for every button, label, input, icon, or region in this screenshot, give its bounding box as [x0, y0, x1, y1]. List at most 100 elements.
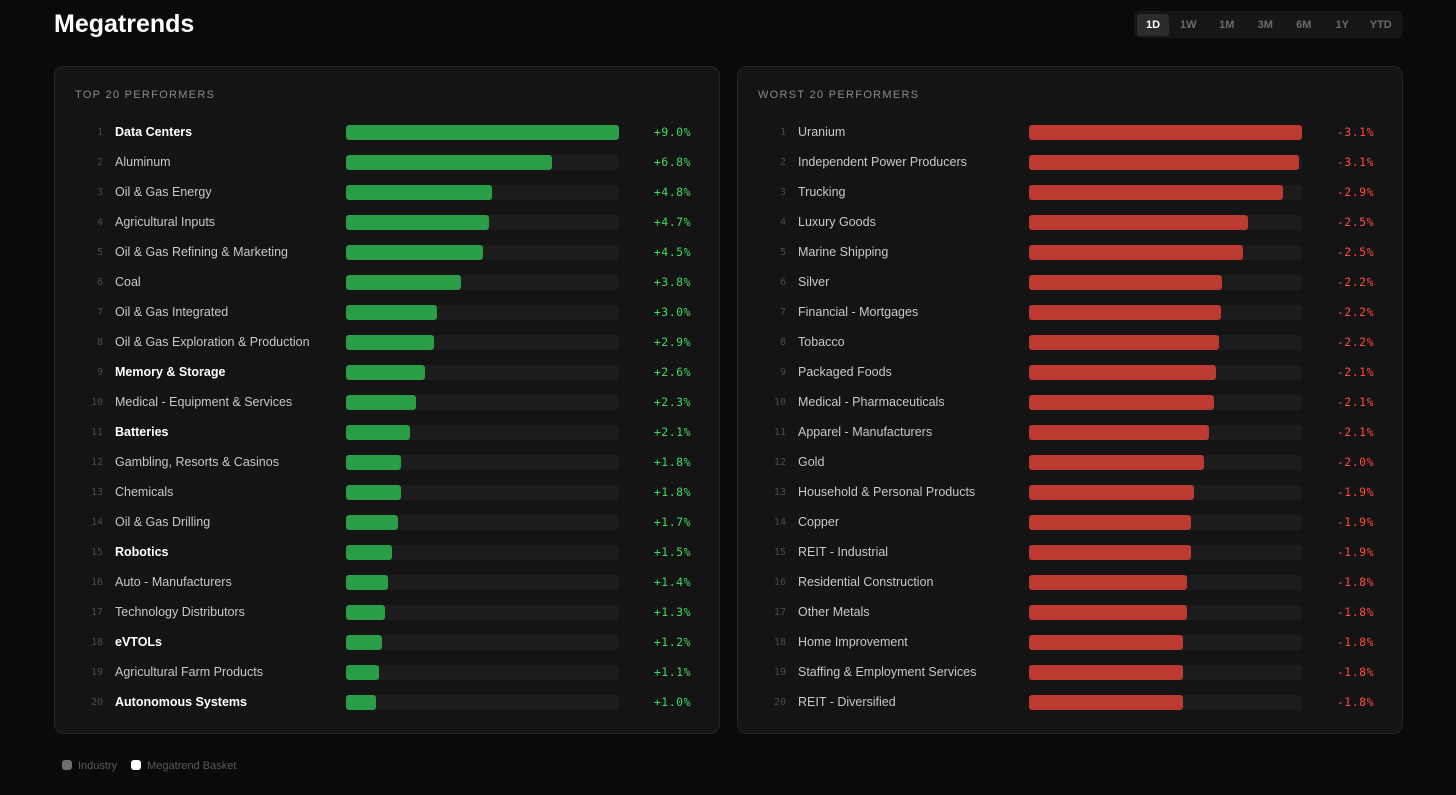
change-value: +1.4% — [653, 575, 691, 589]
bar-track — [1029, 154, 1302, 170]
performance-bar — [346, 574, 389, 590]
list-item[interactable]: 13 Household & Personal Products -1.9% — [738, 477, 1402, 507]
list-item[interactable]: 17 Technology Distributors +1.3% — [55, 597, 719, 627]
list-item[interactable]: 9 Memory & Storage +2.6% — [55, 357, 719, 387]
performance-bar — [346, 214, 489, 230]
list-item[interactable]: 16 Residential Construction -1.8% — [738, 567, 1402, 597]
rank: 20 — [773, 696, 786, 708]
industry-name: Technology Distributors — [115, 605, 245, 619]
list-item[interactable]: 14 Copper -1.9% — [738, 507, 1402, 537]
list-item[interactable]: 7 Financial - Mortgages -2.2% — [738, 297, 1402, 327]
list-item[interactable]: 18 eVTOLs +1.2% — [55, 627, 719, 657]
list-item[interactable]: 7 Oil & Gas Integrated +3.0% — [55, 297, 719, 327]
period-tab-1d[interactable]: 1D — [1137, 13, 1169, 36]
performance-bar — [346, 484, 401, 500]
list-item[interactable]: 19 Staffing & Employment Services -1.8% — [738, 657, 1402, 687]
change-value: +2.3% — [653, 395, 691, 409]
list-item[interactable]: 5 Marine Shipping -2.5% — [738, 237, 1402, 267]
legend: Industry Megatrend Basket — [62, 760, 236, 772]
bar-track — [1029, 544, 1302, 560]
change-value: -2.0% — [1336, 455, 1374, 469]
legend-label: Industry — [78, 760, 118, 772]
list-item[interactable]: 19 Agricultural Farm Products +1.1% — [55, 657, 719, 687]
list-item[interactable]: 9 Packaged Foods -2.1% — [738, 357, 1402, 387]
period-tab-1m[interactable]: 1M — [1219, 18, 1235, 31]
bar-track — [346, 544, 619, 560]
bar-track — [346, 424, 619, 440]
change-value: -2.2% — [1336, 335, 1374, 349]
industry-name: Residential Construction — [798, 575, 934, 589]
period-tab-1w[interactable]: 1W — [1180, 18, 1197, 31]
period-tab-ytd[interactable]: YTD — [1369, 18, 1392, 31]
bar-track — [346, 334, 619, 350]
list-item[interactable]: 16 Auto - Manufacturers +1.4% — [55, 567, 719, 597]
change-value: +2.1% — [653, 425, 691, 439]
list-item[interactable]: 11 Batteries +2.1% — [55, 417, 719, 447]
bar-track — [346, 124, 619, 140]
industry-name: Gambling, Resorts & Casinos — [115, 455, 279, 469]
rank: 12 — [773, 456, 786, 468]
industry-name: Auto - Manufacturers — [115, 575, 232, 589]
change-value: +4.7% — [653, 215, 691, 229]
rank: 4 — [779, 216, 786, 228]
list-item[interactable]: 11 Apparel - Manufacturers -2.1% — [738, 417, 1402, 447]
list-item[interactable]: 2 Independent Power Producers -3.1% — [738, 147, 1402, 177]
list-item[interactable]: 14 Oil & Gas Drilling +1.7% — [55, 507, 719, 537]
list-item[interactable]: 10 Medical - Equipment & Services +2.3% — [55, 387, 719, 417]
change-value: -2.5% — [1336, 245, 1374, 259]
list-item[interactable]: 20 Autonomous Systems +1.0% — [55, 687, 719, 717]
period-tab-6m[interactable]: 6M — [1296, 18, 1312, 31]
rank: 9 — [779, 366, 786, 378]
list-item[interactable]: 13 Chemicals +1.8% — [55, 477, 719, 507]
list-item[interactable]: 12 Gambling, Resorts & Casinos +1.8% — [55, 447, 719, 477]
rank: 17 — [90, 606, 103, 618]
bar-track — [1029, 394, 1302, 410]
rank: 8 — [96, 336, 103, 348]
list-item[interactable]: 6 Coal +3.8% — [55, 267, 719, 297]
list-item[interactable]: 8 Tobacco -2.2% — [738, 327, 1402, 357]
list-item[interactable]: 15 REIT - Industrial -1.9% — [738, 537, 1402, 567]
rank: 18 — [773, 636, 786, 648]
list-item[interactable]: 20 REIT - Diversified -1.8% — [738, 687, 1402, 717]
industry-name: eVTOLs — [115, 635, 163, 649]
list-item[interactable]: 17 Other Metals -1.8% — [738, 597, 1402, 627]
rank: 6 — [779, 276, 786, 288]
list-item[interactable]: 6 Silver -2.2% — [738, 267, 1402, 297]
performance-bar — [1029, 454, 1204, 470]
list-item[interactable]: 8 Oil & Gas Exploration & Production +2.… — [55, 327, 719, 357]
list-item[interactable]: 18 Home Improvement -1.8% — [738, 627, 1402, 657]
industry-name: Copper — [798, 515, 839, 529]
rank: 18 — [90, 636, 103, 648]
performance-bar — [346, 634, 383, 650]
list-item[interactable]: 12 Gold -2.0% — [738, 447, 1402, 477]
list-item[interactable]: 3 Oil & Gas Energy +4.8% — [55, 177, 719, 207]
list-item[interactable]: 3 Trucking -2.9% — [738, 177, 1402, 207]
rank: 3 — [96, 186, 103, 198]
list-item[interactable]: 1 Data Centers +9.0% — [55, 117, 719, 147]
panel-title: TOP 20 PERFORMERS — [75, 89, 216, 101]
list-item[interactable]: 4 Agricultural Inputs +4.7% — [55, 207, 719, 237]
industry-name: Tobacco — [798, 335, 845, 349]
period-tab-3m[interactable]: 3M — [1257, 18, 1273, 31]
rank: 11 — [773, 426, 786, 438]
rank: 3 — [779, 186, 786, 198]
performance-bar — [1029, 664, 1183, 680]
list-item[interactable]: 5 Oil & Gas Refining & Marketing +4.5% — [55, 237, 719, 267]
industry-name: Medical - Equipment & Services — [115, 395, 293, 409]
list-item[interactable]: 10 Medical - Pharmaceuticals -2.1% — [738, 387, 1402, 417]
performance-bar — [1029, 604, 1187, 620]
list-item[interactable]: 15 Robotics +1.5% — [55, 537, 719, 567]
bar-track — [1029, 364, 1302, 380]
list-item[interactable]: 4 Luxury Goods -2.5% — [738, 207, 1402, 237]
change-value: +1.2% — [653, 635, 691, 649]
bar-track — [1029, 274, 1302, 290]
change-value: -2.2% — [1336, 275, 1374, 289]
performance-bar — [1029, 364, 1217, 380]
performance-bar — [346, 694, 377, 710]
performance-bar — [1029, 184, 1283, 200]
list-item[interactable]: 1 Uranium -3.1% — [738, 117, 1402, 147]
list-item[interactable]: 2 Aluminum +6.8% — [55, 147, 719, 177]
industry-name: Independent Power Producers — [798, 155, 967, 169]
period-tab-1y[interactable]: 1Y — [1335, 18, 1349, 31]
performance-bar — [1029, 514, 1191, 530]
